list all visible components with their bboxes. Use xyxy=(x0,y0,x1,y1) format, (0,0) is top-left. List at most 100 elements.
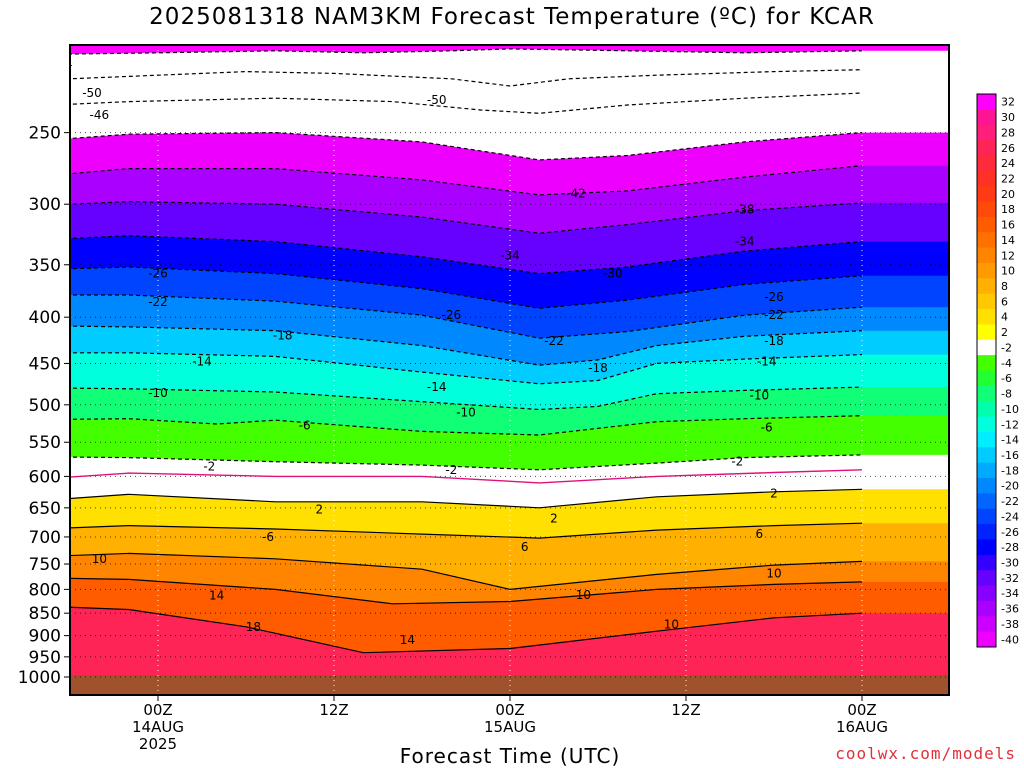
x-tick-label: 12Z xyxy=(671,701,700,719)
colorbar-label: -22 xyxy=(1001,495,1019,508)
colorbar-label: 26 xyxy=(1001,142,1015,155)
colorbar-label: 18 xyxy=(1001,203,1015,216)
colorbar-label: -8 xyxy=(1001,388,1012,401)
contour-label: -46 xyxy=(90,108,110,122)
colorbar-label: 10 xyxy=(1001,265,1015,278)
colorbar-label: 8 xyxy=(1001,280,1008,293)
contour-label: -18 xyxy=(588,361,608,375)
colorbar-swatch xyxy=(977,216,996,233)
x-tick-label: 00Z xyxy=(143,701,172,719)
temp-band xyxy=(70,603,949,695)
colorbar-label: -18 xyxy=(1001,464,1019,477)
y-tick-label: 250 xyxy=(29,124,61,144)
colorbar-swatch xyxy=(977,600,996,617)
colorbar-label: -20 xyxy=(1001,480,1019,493)
contour-label: -50 xyxy=(82,86,102,100)
isotherm--46 xyxy=(70,92,863,114)
colorbar-swatch xyxy=(977,339,996,356)
contour-label: -26 xyxy=(442,308,462,322)
isotherm-14 xyxy=(70,577,863,605)
isotherm--2 xyxy=(70,454,863,471)
contour-label: 18 xyxy=(246,620,261,634)
contour-label: -54 xyxy=(53,57,73,71)
colorbar-swatch xyxy=(977,447,996,464)
isotherm--30 xyxy=(70,235,863,275)
x-tick-label: 14AUG xyxy=(132,718,184,736)
contour-label: 10 xyxy=(766,566,781,580)
temperature-bands xyxy=(70,45,949,695)
isotherm-6 xyxy=(70,522,863,539)
contour-label: 14 xyxy=(400,633,415,647)
colorbar-label: -16 xyxy=(1001,449,1019,462)
contour-label: -6 xyxy=(0,418,10,432)
colorbar-label: -28 xyxy=(1001,541,1019,554)
colorbar-label: -2 xyxy=(1001,341,1012,354)
contour-label: -6 xyxy=(262,530,274,544)
colorbar-swatch xyxy=(977,262,996,279)
colorbar-swatch xyxy=(977,186,996,202)
x-tick-label: 00Z xyxy=(495,701,524,719)
colorbar-label: 4 xyxy=(1001,311,1008,324)
colorbar-swatch xyxy=(977,401,996,417)
y-tick-label: 1000 xyxy=(18,668,61,688)
colorbar-swatch xyxy=(977,478,996,494)
y-axis: 250 300 350 400 450 500 550 600 650 700 750 800 850 9… xyxy=(18,124,70,688)
contour-label: 10 xyxy=(92,552,107,566)
colorbar-label: -26 xyxy=(1001,526,1019,539)
colorbar-label: -36 xyxy=(1001,603,1019,616)
contour-label: -14 xyxy=(427,380,447,394)
colorbar-label: 22 xyxy=(1001,172,1015,185)
isotherm-18 xyxy=(70,606,863,654)
contour-label: 10 xyxy=(664,618,679,632)
contour-label: -38 xyxy=(735,202,755,216)
colorbar-label: -34 xyxy=(1001,587,1019,600)
x-tick-label: 15AUG xyxy=(484,718,536,736)
isotherm-10 xyxy=(70,552,863,591)
y-tick-label: 500 xyxy=(29,396,61,416)
colorbar-swatch xyxy=(977,370,996,387)
contour-label: -26 xyxy=(148,267,168,281)
colorbar-swatch xyxy=(977,309,996,325)
isotherm--50 xyxy=(70,69,863,87)
colorbar-label: 20 xyxy=(1001,188,1015,201)
y-tick-label: 350 xyxy=(29,256,61,276)
x-tick-label: 2025 xyxy=(139,735,177,753)
colorbar-swatch xyxy=(977,493,996,510)
contour-label: -22 xyxy=(544,334,564,348)
colorbar-swatch xyxy=(977,94,996,110)
colorbar-label: 6 xyxy=(1001,295,1008,308)
contour-label: -30 xyxy=(603,267,623,281)
contour-label: -22 xyxy=(148,295,168,309)
y-tick-label: 650 xyxy=(29,499,61,519)
colorbar-label: -4 xyxy=(1001,357,1012,370)
colorbar-swatch xyxy=(977,170,996,187)
contour-label: -18 xyxy=(273,328,293,342)
contour-label: 6 xyxy=(756,527,764,541)
colorbar-label: -38 xyxy=(1001,618,1019,631)
colorbar-swatch xyxy=(977,524,996,540)
colorbar-label: -32 xyxy=(1001,572,1019,585)
colorbar-swatch xyxy=(977,585,996,602)
site-credit: coolwx.com/models xyxy=(835,744,1016,763)
y-tick-label: 900 xyxy=(29,627,61,647)
colorbar-label: 30 xyxy=(1001,111,1015,124)
y-tick-label: 300 xyxy=(29,195,61,215)
colorbar-swatch xyxy=(977,293,996,310)
isotherm--42 xyxy=(70,131,863,161)
isotherm--22 xyxy=(70,294,863,339)
contour-label: -50 xyxy=(427,93,447,107)
colorbar-swatch xyxy=(977,385,996,402)
contour-label: -26 xyxy=(764,290,784,304)
y-tick-label: 750 xyxy=(29,555,61,575)
isotherm--38 xyxy=(70,165,863,196)
colorbar-label: -24 xyxy=(1001,510,1019,523)
isotherm-contours xyxy=(70,48,863,654)
isotherm--10 xyxy=(70,386,863,411)
colorbar-label: -40 xyxy=(1001,633,1019,646)
y-tick-label: 950 xyxy=(29,648,61,668)
colorbar-swatch xyxy=(977,140,996,156)
y-tick-label: 800 xyxy=(29,580,61,600)
contour-label: -18 xyxy=(764,334,784,348)
colorbar: 32 30 28 26 24 22 20 18 16 14 12 10 8 6 4 2 -2 -4 -6 -8 -10 -… xyxy=(976,93,1019,648)
